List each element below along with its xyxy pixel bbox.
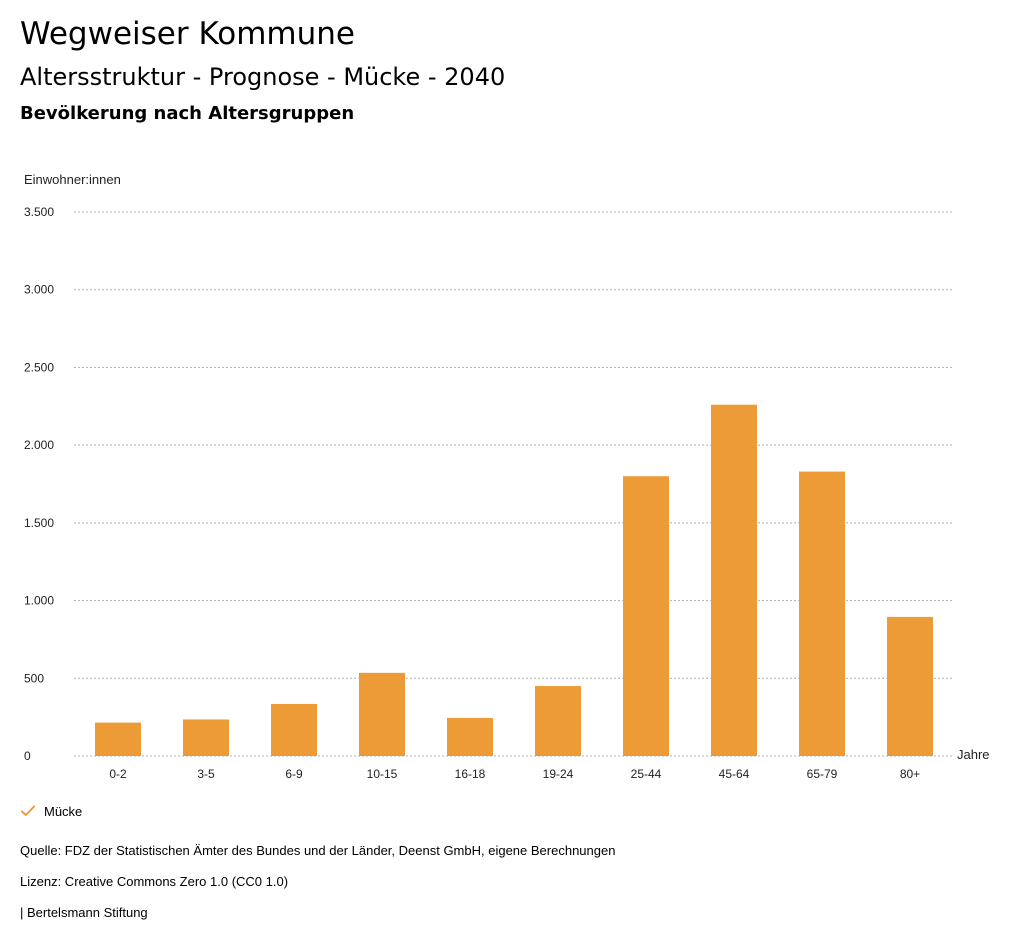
y-tick-label: 1.000 [24,594,54,608]
y-tick-label: 2.500 [24,360,54,374]
x-tick-label: 16-18 [455,767,486,781]
bar-25-44 [623,476,669,756]
x-axis-title: Jahre [957,747,990,762]
bar-16-18 [447,717,493,756]
x-tick-label: 65-79 [807,767,838,781]
source-note: Quelle: FDZ der Statistischen Ämter des … [20,843,616,858]
y-tick-label: 3.000 [24,283,54,297]
x-tick-label: 6-9 [285,767,303,781]
bar-chart: 0 500 1.000 1.500 2.000 2.500 3.000 3.500 Einwoh… [24,172,990,781]
chart-section-title: Bevölkerung nach Altersgruppen [20,103,355,124]
legend-item-muecke[interactable]: Mücke [20,803,82,819]
x-tick-label: 25-44 [631,767,662,781]
y-tick-label: 3.500 [24,205,54,219]
bar-45-64 [711,404,757,756]
y-axis-title: Einwohner:innen [24,172,121,187]
y-tick-label: 500 [24,671,44,685]
bar-0-2 [95,722,141,756]
license-note: Lizenz: Creative Commons Zero 1.0 (CC0 1… [20,874,289,889]
x-tick-label: 80+ [900,767,920,781]
page-title: Wegweiser Kommune [20,16,355,52]
bar-65-79 [799,471,845,756]
bar-80+ [887,616,933,756]
x-tick-label: 0-2 [109,767,127,781]
bar-10-15 [359,672,405,756]
legend-label: Mücke [44,803,83,819]
y-tick-label: 0 [24,749,31,763]
x-tick-label: 3-5 [197,767,215,781]
check-icon [21,805,35,816]
x-tick-label: 45-64 [719,767,750,781]
bar-19-24 [535,686,581,756]
y-tick-label: 2.000 [24,438,54,452]
bar-6-9 [271,703,317,756]
chart-subtitle: Altersstruktur - Prognose - Mücke - 2040 [20,63,506,91]
x-tick-label: 10-15 [367,767,398,781]
bar-3-5 [183,719,229,756]
publisher-note: | Bertelsmann Stiftung [20,905,148,920]
y-tick-label: 1.500 [24,516,54,530]
x-tick-label: 19-24 [543,767,574,781]
